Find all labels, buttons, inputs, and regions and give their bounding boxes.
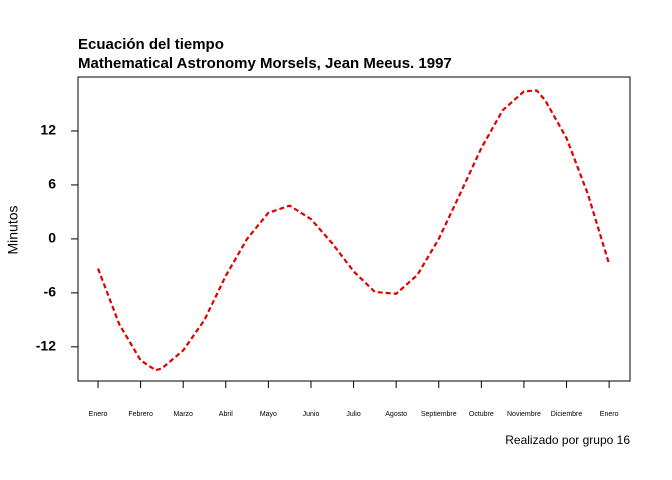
x-tick-label: Octubre	[469, 411, 494, 418]
x-tick-label: Noviembre	[507, 411, 541, 418]
y-tick-label: -6	[44, 284, 57, 300]
y-tick-label: -12	[36, 338, 56, 354]
x-tick-label: Diciembre	[551, 411, 583, 418]
x-tick-label: Septiembre	[421, 411, 457, 418]
x-tick-label: Mayo	[260, 411, 277, 418]
x-tick-label: Junio	[303, 411, 320, 418]
x-tick-label: Abril	[219, 411, 233, 418]
x-tick-label: Julio	[346, 411, 361, 418]
y-tick-label: 6	[48, 176, 56, 192]
chart-title: Ecuación del tiempo	[78, 36, 224, 53]
x-tick-label: Enero	[89, 411, 108, 418]
annotation: Realizado por grupo 16	[505, 433, 630, 447]
plot-box	[77, 76, 631, 382]
x-tick-label: Enero	[600, 411, 619, 418]
x-tick-label: Febrero	[128, 411, 153, 418]
y-axis-label: Minutos	[5, 205, 21, 254]
chart-subtitle: Mathematical Astronomy Morsels, Jean Mee…	[78, 55, 452, 72]
y-tick-label: 0	[48, 230, 56, 246]
x-tick-label: Marzo	[173, 411, 193, 418]
y-tick-label: 12	[40, 122, 56, 138]
data-line	[96, 89, 611, 372]
x-tick-label: Agosto	[385, 411, 407, 418]
